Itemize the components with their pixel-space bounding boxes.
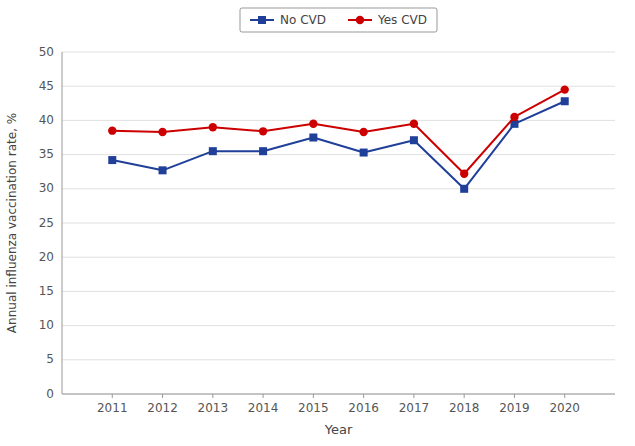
- x-tick: [112, 394, 113, 398]
- series-marker: [209, 123, 217, 131]
- series-marker: [561, 85, 569, 93]
- x-tick-label: 2017: [399, 401, 430, 415]
- x-tick-label: 2016: [348, 401, 379, 415]
- y-tick-label: 15: [39, 284, 54, 298]
- y-tick-label: 35: [39, 147, 54, 161]
- series-marker: [360, 149, 368, 157]
- series-marker: [410, 120, 418, 128]
- legend-marker: [356, 16, 364, 24]
- x-tick-label: 2020: [549, 401, 580, 415]
- x-tick-label: 2012: [147, 401, 178, 415]
- legend-box: [240, 8, 437, 32]
- series-marker: [460, 170, 468, 178]
- legend-marker: [258, 16, 266, 24]
- grid-line: [62, 291, 615, 292]
- legend-item: Yes CVD: [348, 13, 427, 27]
- x-tick: [413, 394, 414, 398]
- y-tick-label: 40: [39, 113, 54, 127]
- series-marker: [108, 156, 116, 164]
- x-tick: [263, 394, 264, 398]
- y-tick-label: 5: [46, 352, 54, 366]
- x-tick-label: 2013: [198, 401, 229, 415]
- grid-line: [62, 394, 615, 395]
- x-tick-label: 2014: [248, 401, 279, 415]
- grid: [62, 52, 615, 394]
- grid-line: [62, 359, 615, 360]
- legend-item: No CVD: [250, 13, 326, 27]
- y-tick-label: 0: [46, 387, 54, 401]
- x-tick: [212, 394, 213, 398]
- x-tick: [464, 394, 465, 398]
- x-tick: [564, 394, 565, 398]
- series-marker: [460, 185, 468, 193]
- series-marker: [108, 126, 116, 134]
- x-tick: [313, 394, 314, 398]
- series-line: [112, 90, 564, 174]
- grid-line: [62, 188, 615, 189]
- series-marker: [259, 127, 267, 135]
- x-tick-label: 2018: [449, 401, 480, 415]
- x-axis-label: Year: [324, 422, 353, 437]
- series-marker: [510, 113, 518, 121]
- y-tick-label: 45: [39, 79, 54, 93]
- y-tick-label: 25: [39, 216, 54, 230]
- x-axis-line: [62, 394, 615, 395]
- legend-label: No CVD: [280, 13, 326, 27]
- grid-line: [62, 120, 615, 121]
- grid-line: [62, 257, 615, 258]
- y-axis-label: Annual influenza vaccination rate, %: [5, 113, 19, 333]
- y-tick-label: 50: [39, 45, 54, 59]
- y-tick-label: 30: [39, 181, 54, 195]
- y-axis-line: [62, 52, 63, 394]
- grid-line: [62, 223, 615, 224]
- series-marker: [410, 136, 418, 144]
- x-tick: [514, 394, 515, 398]
- x-tick-label: 2019: [499, 401, 530, 415]
- x-tick-label: 2015: [298, 401, 329, 415]
- series-marker: [209, 147, 217, 155]
- y-tick-label: 10: [39, 318, 54, 332]
- grid-line: [62, 325, 615, 326]
- x-tick: [363, 394, 364, 398]
- series-marker: [159, 166, 167, 174]
- grid-line: [62, 154, 615, 155]
- series-marker: [561, 97, 569, 105]
- x-tick-label: 2011: [97, 401, 128, 415]
- plot-area: [108, 85, 569, 192]
- legend-label: Yes CVD: [377, 13, 427, 27]
- x-tick: [162, 394, 163, 398]
- series-line: [112, 101, 564, 189]
- series-marker: [158, 128, 166, 136]
- series-marker: [359, 128, 367, 136]
- y-tick-label: 20: [39, 250, 54, 264]
- chart: 0 5 10 15 20 25 30 35 40 45 50 2011 2012 2013 2014 2015…: [0, 0, 635, 446]
- series-marker: [259, 147, 267, 155]
- legend: No CVD Yes CVD: [240, 8, 437, 32]
- series-marker: [309, 120, 317, 128]
- grid-line: [62, 52, 615, 53]
- series-marker: [309, 134, 317, 142]
- grid-line: [62, 86, 615, 87]
